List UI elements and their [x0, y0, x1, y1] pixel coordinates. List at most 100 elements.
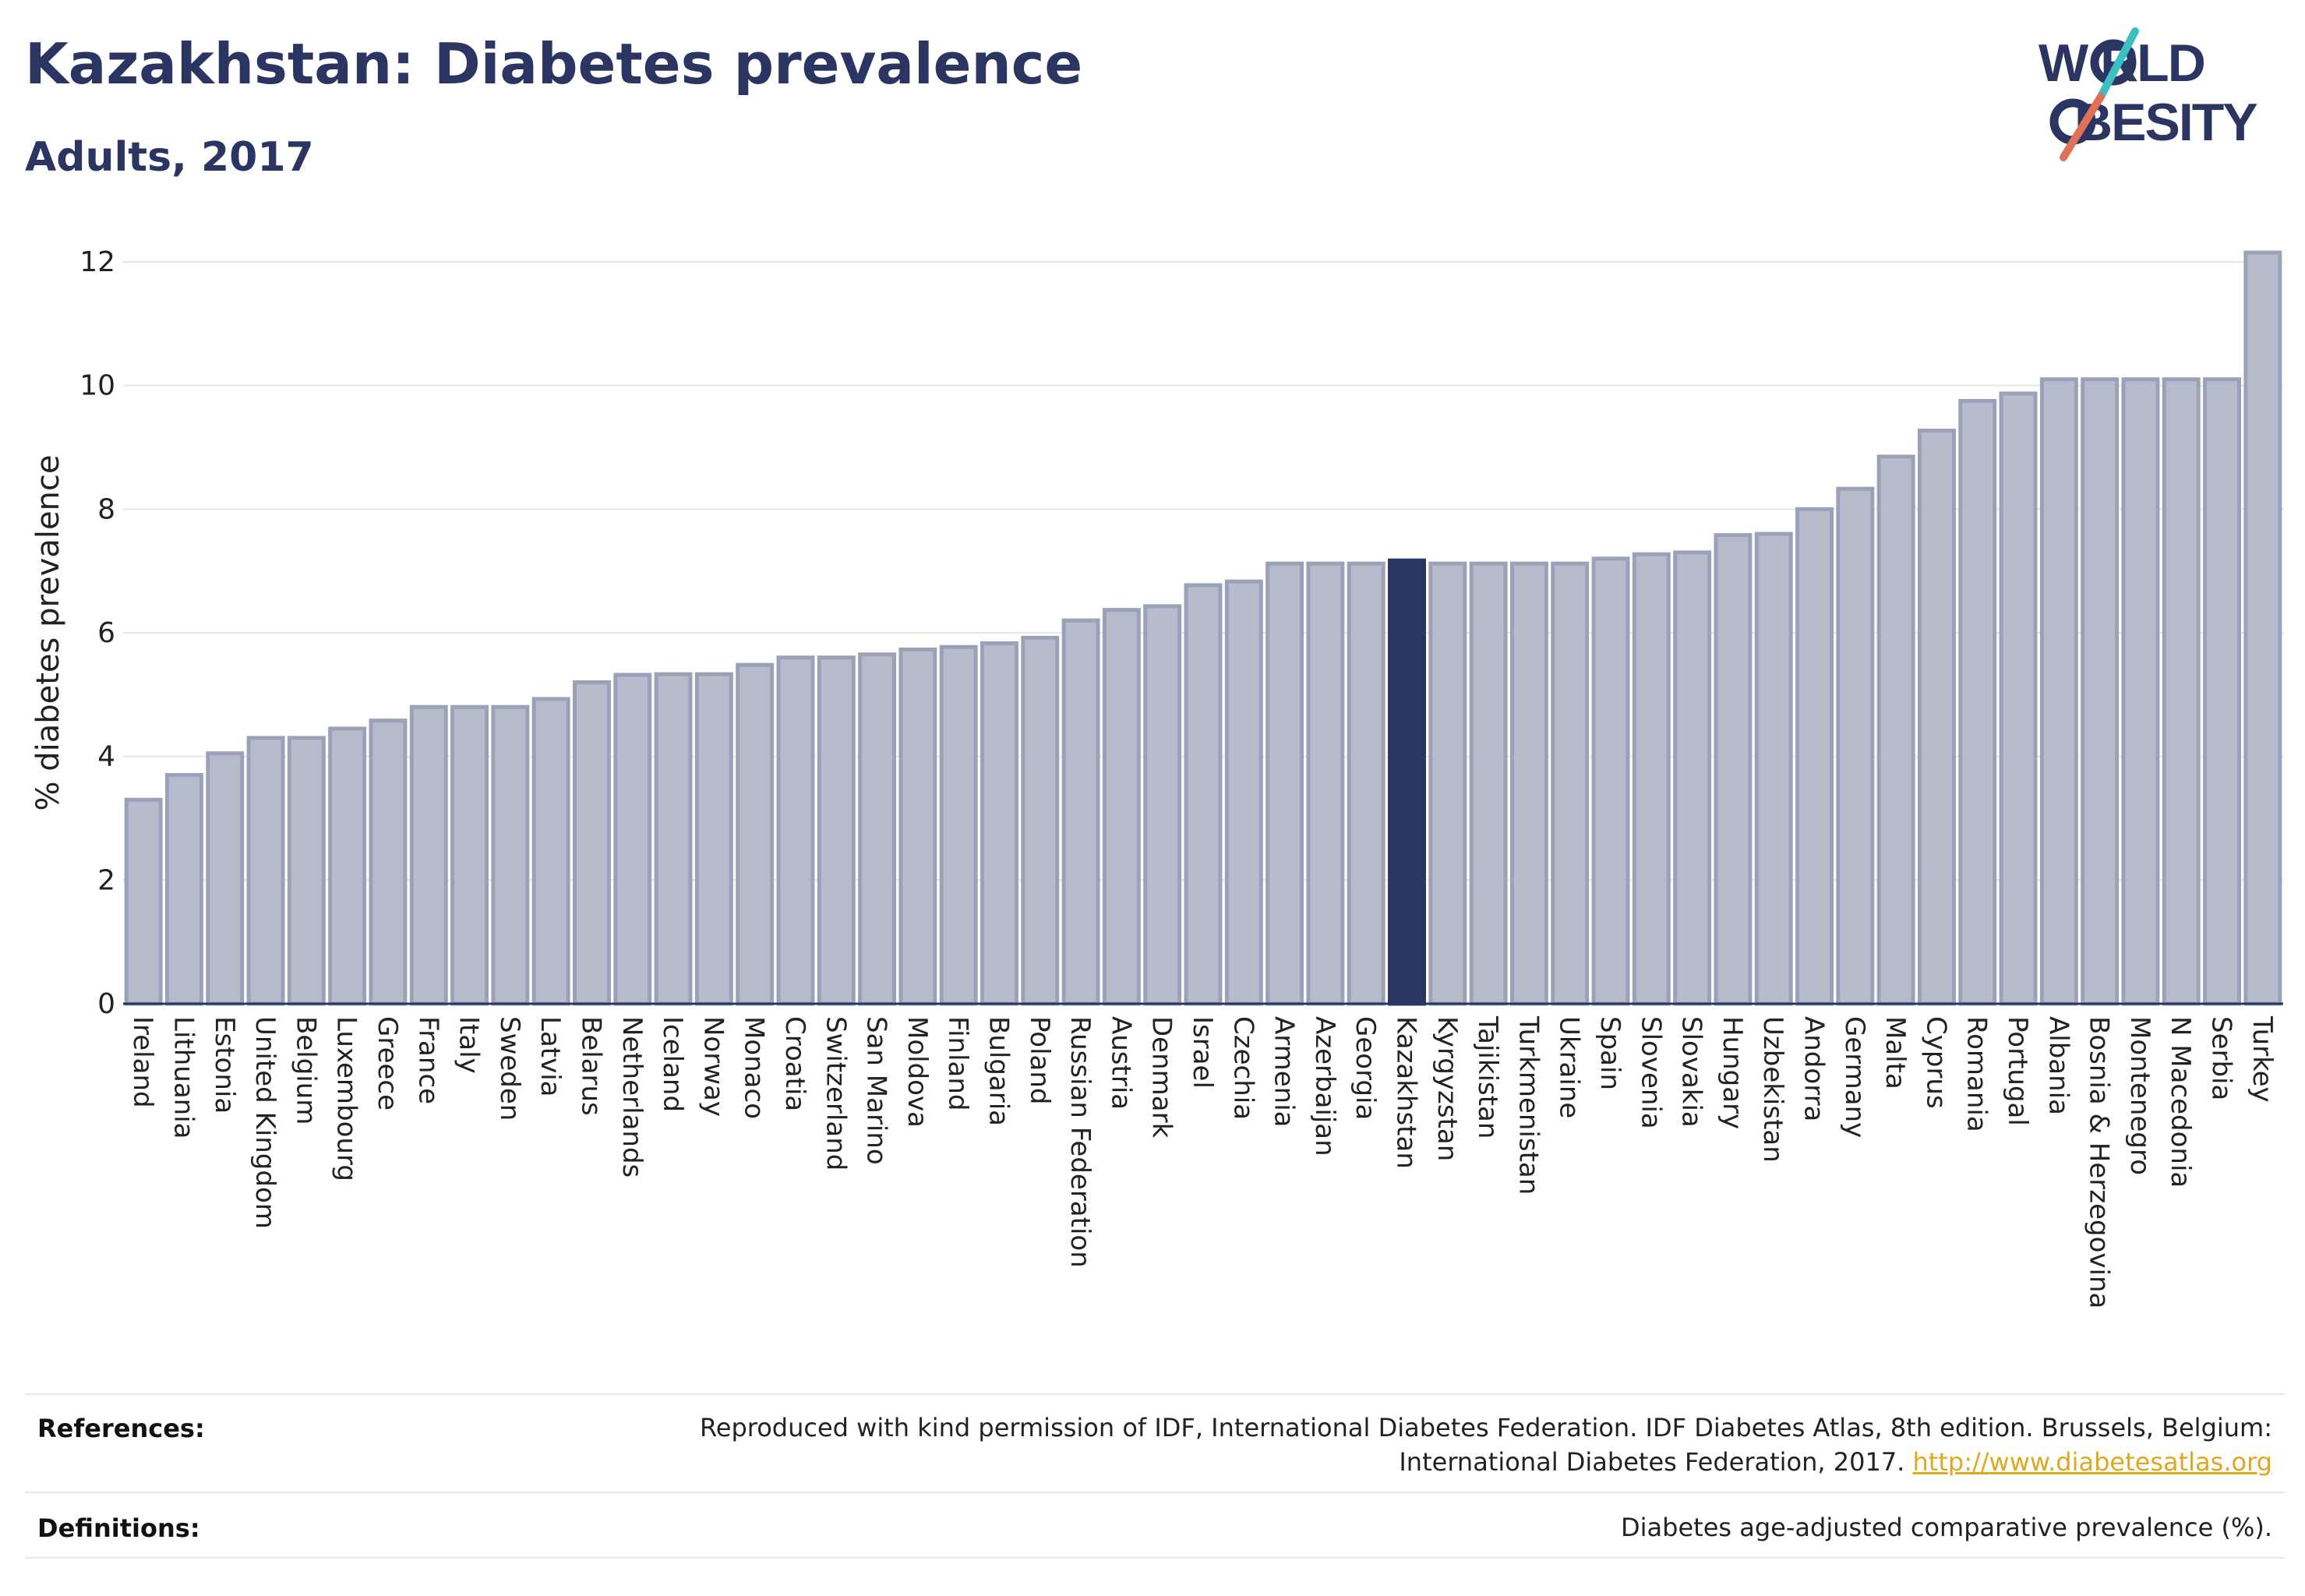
- bar-greece: [369, 719, 408, 1006]
- x-tick-label: Ireland: [127, 1016, 158, 1108]
- x-tick-label: Bosnia & Herzegovina: [2084, 1016, 2115, 1308]
- references-section: References: Reproduced with kind permiss…: [25, 1411, 2285, 1496]
- x-tick-label: Albania: [2042, 1016, 2074, 1115]
- bar-moldova: [898, 647, 937, 1006]
- footer-divider-middle: [25, 1492, 2285, 1493]
- logo-slash-coral: [2060, 93, 2105, 161]
- x-tick-label: Sweden: [494, 1016, 525, 1121]
- bar-austria: [1102, 608, 1141, 1006]
- bar-ireland: [124, 797, 163, 1006]
- bar-slovakia: [1673, 550, 1712, 1006]
- x-tick-label: Czechia: [1227, 1016, 1258, 1120]
- diabetes-atlas-link[interactable]: http://www.diabetesatlas.org: [1912, 1447, 2272, 1477]
- bar-poland: [1021, 635, 1060, 1006]
- logo-slash-teal: [2097, 27, 2139, 101]
- x-tick-label: Belarus: [575, 1016, 606, 1116]
- x-tick-label: Azerbaijan: [1309, 1016, 1340, 1156]
- bar-san-marino: [858, 652, 897, 1006]
- bar-turkmenistan: [1509, 561, 1548, 1006]
- bar-lithuania: [164, 772, 203, 1006]
- bar-hungary: [1714, 533, 1753, 1006]
- bar-malta: [1876, 454, 1915, 1006]
- references-line-1: Reproduced with kind permission of IDF, …: [699, 1413, 2272, 1442]
- bar-united-kingdom: [246, 736, 285, 1006]
- bar-iceland: [654, 672, 693, 1006]
- x-tick-label: Romania: [1961, 1016, 1993, 1132]
- x-tick-label: Kyrgyzstan: [1431, 1016, 1463, 1161]
- world-obesity-logo: W RLD BESITY: [2038, 27, 2259, 161]
- y-tick-label: 12: [79, 246, 115, 278]
- bar-serbia: [2203, 377, 2242, 1006]
- x-tick-label: Slovenia: [1635, 1016, 1666, 1129]
- y-tick-label: 2: [97, 864, 115, 896]
- x-tick-label: Spain: [1594, 1016, 1626, 1090]
- x-tick-label: Croatia: [779, 1016, 810, 1111]
- y-tick-label: 10: [79, 370, 115, 402]
- bar-belarus: [573, 680, 611, 1006]
- bar-azerbaijan: [1306, 561, 1345, 1006]
- x-tick-label: Lithuania: [168, 1016, 199, 1139]
- x-tick-label: Latvia: [535, 1016, 566, 1097]
- references-text: Reproduced with kind permission of IDF, …: [402, 1411, 2272, 1479]
- x-tick-label: Poland: [1024, 1016, 1055, 1105]
- definitions-text: Diabetes age-adjusted comparative preval…: [1621, 1513, 2272, 1542]
- logo-line-2: BESITY: [2074, 93, 2257, 152]
- y-tick-label: 6: [97, 617, 115, 649]
- bar-russian-federation: [1061, 618, 1100, 1006]
- definitions-label: Definitions:: [37, 1513, 200, 1543]
- y-tick-label: 0: [97, 988, 115, 1020]
- x-tick-label: France: [412, 1016, 443, 1104]
- x-tick-label: N Macedonia: [2165, 1016, 2196, 1188]
- x-tick-label: Montenegro: [2124, 1016, 2155, 1175]
- bar-belgium: [287, 736, 326, 1006]
- x-tick-label: Bulgaria: [983, 1016, 1014, 1126]
- bar-chart: 0 2 4 6 8 10 12 % diabetes prevalence Ireland Lit…: [30, 246, 2283, 1308]
- x-tick-label: Germany: [1839, 1016, 1870, 1138]
- x-tick-label: Switzerland: [820, 1016, 851, 1171]
- bar-germany: [1836, 486, 1875, 1006]
- footer-divider-bottom: [25, 1557, 2285, 1559]
- references-line-2-wrap: International Diabetes Federation, 2017.…: [402, 1445, 2272, 1479]
- x-tick-label: Andorra: [1798, 1016, 1830, 1121]
- references-label: References:: [37, 1414, 205, 1443]
- bar-italy: [450, 704, 489, 1006]
- bar-netherlands: [613, 673, 652, 1006]
- page-title: Kazakhstan: Diabetes prevalence: [25, 31, 1083, 97]
- x-tick-label: Iceland: [657, 1016, 688, 1112]
- x-tick-label: San Marino: [861, 1016, 892, 1165]
- bar-ukraine: [1551, 561, 1590, 1006]
- x-tick-label: Slovakia: [1676, 1016, 1707, 1128]
- x-tick-label: Belgium: [290, 1016, 321, 1125]
- bar-spain: [1591, 556, 1630, 1006]
- bar-kazakhstan: [1388, 558, 1426, 1006]
- bar-latvia: [531, 697, 570, 1006]
- bar-denmark: [1143, 604, 1182, 1006]
- x-tick-label: Cyprus: [1920, 1016, 1951, 1109]
- bar-uzbekistan: [1754, 531, 1793, 1006]
- x-tick-label: Italy: [454, 1016, 485, 1074]
- x-tick-label: Russian Federation: [1064, 1016, 1096, 1268]
- y-axis-label: % diabetes prevalence: [30, 454, 66, 810]
- bar-turkey: [2243, 250, 2282, 1006]
- x-tick-label: Tajikistan: [1472, 1015, 1503, 1139]
- bar-israel: [1184, 583, 1223, 1006]
- y-tick-label: 8: [97, 493, 115, 525]
- bar-sweden: [491, 704, 530, 1006]
- x-tick-label: Greece: [372, 1016, 403, 1110]
- bar-romania: [1958, 399, 1997, 1006]
- bar-bulgaria: [980, 641, 1018, 1006]
- bar-portugal: [1999, 391, 2038, 1006]
- bar-monaco: [736, 662, 775, 1006]
- x-tick-label: Norway: [697, 1016, 729, 1117]
- bar-finland: [939, 644, 978, 1006]
- x-tick-label: Portugal: [2002, 1016, 2033, 1126]
- bar-albania: [2039, 377, 2078, 1006]
- bar-norway: [694, 672, 733, 1006]
- x-tick-label: Estonia: [209, 1016, 240, 1114]
- bar-kyrgyzstan: [1428, 561, 1467, 1006]
- x-tick-label: Luxembourg: [331, 1016, 362, 1181]
- x-tick-label: Netherlands: [616, 1016, 648, 1178]
- y-tick-label: 4: [97, 741, 115, 773]
- bar-france: [409, 704, 448, 1006]
- bar-bosnia-herzegovina: [2081, 377, 2120, 1006]
